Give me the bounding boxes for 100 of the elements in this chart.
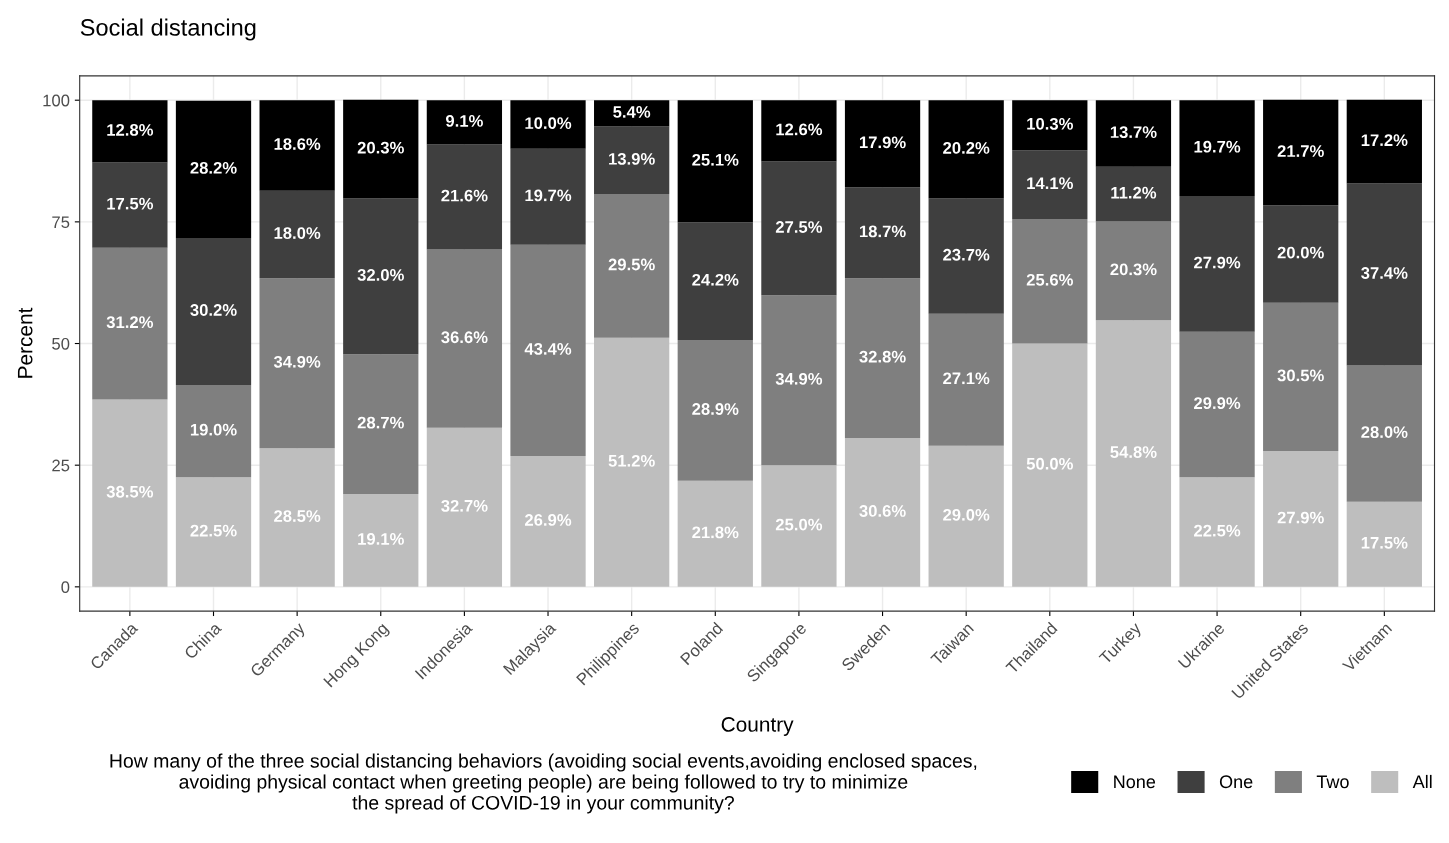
bar xyxy=(844,100,921,188)
bar xyxy=(1346,501,1422,587)
bar xyxy=(92,399,168,587)
data-label: 13.7% xyxy=(1110,126,1157,139)
bar xyxy=(1263,205,1339,303)
data-label: 12.8% xyxy=(107,124,154,136)
bar xyxy=(175,477,252,587)
data-label: 17.2% xyxy=(1361,134,1408,147)
bar xyxy=(677,222,753,341)
data-label: 51.2% xyxy=(608,454,655,467)
data-label: 34.9% xyxy=(775,372,823,385)
data-label: 10.0% xyxy=(525,117,572,130)
y-tick-label: 100 xyxy=(43,94,70,107)
data-label: 28.5% xyxy=(274,510,321,522)
data-label: 36.6% xyxy=(441,331,488,344)
bar xyxy=(1012,343,1088,587)
bar xyxy=(1095,100,1172,167)
bar xyxy=(1346,99,1422,184)
bar xyxy=(761,100,837,162)
data-label: 11.2% xyxy=(1111,186,1157,199)
bar xyxy=(92,162,168,248)
data-label: 32.7% xyxy=(441,499,488,512)
bar xyxy=(426,427,503,587)
data-label: 14.1% xyxy=(1027,177,1073,190)
data-label: 28.2% xyxy=(190,161,237,174)
bar xyxy=(761,161,837,296)
data-label: 27.1% xyxy=(943,372,990,385)
bar xyxy=(1179,477,1255,587)
bar xyxy=(594,126,670,195)
bar xyxy=(677,480,753,587)
legend-label: Two xyxy=(1316,775,1349,789)
data-label: 19.7% xyxy=(525,189,572,202)
data-label: 20.0% xyxy=(1277,246,1324,259)
bar xyxy=(1263,451,1339,587)
bar xyxy=(426,144,503,250)
bar xyxy=(259,190,335,279)
y-tick-label: 75 xyxy=(52,216,70,229)
data-label: 25.6% xyxy=(1026,273,1073,286)
data-label: 9.1% xyxy=(445,115,483,127)
bar xyxy=(510,455,586,587)
bar xyxy=(677,100,753,223)
data-label: 19.1% xyxy=(358,533,404,545)
data-label: 19.0% xyxy=(190,423,237,436)
data-label: 29.0% xyxy=(943,508,990,521)
data-label: 25.0% xyxy=(775,518,823,531)
bar xyxy=(594,100,670,127)
data-label: 29.9% xyxy=(1194,397,1241,410)
bar xyxy=(510,244,586,456)
legend-label: None xyxy=(1114,775,1156,789)
data-label: 30.5% xyxy=(1277,369,1324,382)
data-label: 17.5% xyxy=(107,197,154,210)
data-label: 27.9% xyxy=(1194,256,1241,269)
bar xyxy=(1263,99,1339,206)
bar xyxy=(343,493,419,587)
bar xyxy=(343,354,419,494)
data-label: 32.8% xyxy=(859,350,906,363)
data-label: 19.7% xyxy=(1194,140,1241,153)
bar xyxy=(343,99,419,199)
bar xyxy=(175,100,252,238)
x-axis-title: Country xyxy=(721,717,794,736)
bar xyxy=(259,278,335,449)
data-label: 32.0% xyxy=(357,269,404,281)
data-label: 13.9% xyxy=(609,152,655,165)
y-axis-title: Percent xyxy=(17,307,33,378)
bar xyxy=(928,313,1004,446)
data-label: 30.6% xyxy=(859,505,906,517)
data-label: 29.5% xyxy=(608,258,655,271)
bar xyxy=(175,384,252,478)
bar xyxy=(844,278,921,438)
data-label: 18.0% xyxy=(274,227,321,239)
data-label: 20.3% xyxy=(357,141,404,154)
bar xyxy=(1346,365,1422,502)
data-label: 21.7% xyxy=(1277,145,1324,157)
bar xyxy=(259,448,335,587)
data-label: 54.8% xyxy=(1110,446,1157,458)
bar xyxy=(92,100,168,163)
data-label: 28.9% xyxy=(692,403,739,415)
bar xyxy=(1179,196,1255,332)
bar xyxy=(844,437,921,587)
data-label: 30.2% xyxy=(190,304,237,316)
bar xyxy=(594,337,670,587)
bar xyxy=(1095,221,1172,321)
data-label: 17.9% xyxy=(859,136,906,149)
bar xyxy=(1095,166,1172,222)
bar xyxy=(844,187,921,279)
bar xyxy=(510,148,586,245)
data-label: 37.4% xyxy=(1361,267,1408,279)
data-label: 28.7% xyxy=(357,416,404,429)
bar xyxy=(1346,183,1422,366)
bar xyxy=(510,100,586,149)
bar xyxy=(1263,302,1339,452)
data-label: 18.7% xyxy=(859,225,906,238)
chart-title: Social distancing xyxy=(80,18,256,41)
y-tick-label: 25 xyxy=(52,459,70,472)
bar xyxy=(677,340,753,481)
data-label: 23.7% xyxy=(943,248,990,261)
bar xyxy=(426,100,503,145)
data-label: 21.8% xyxy=(692,526,739,539)
y-tick-label: 0 xyxy=(61,581,70,594)
bar xyxy=(1012,100,1088,151)
